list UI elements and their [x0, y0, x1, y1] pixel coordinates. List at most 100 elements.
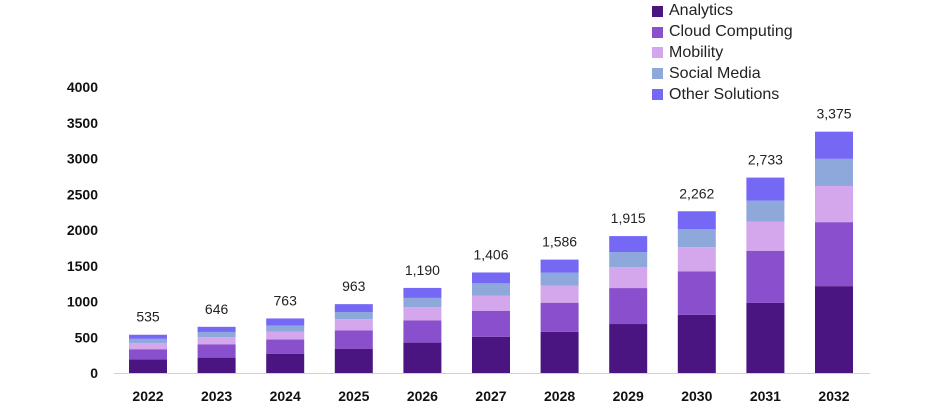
legend-label: Mobility — [669, 43, 724, 61]
bar-segment-cloud-computing — [815, 222, 853, 287]
bar-segment-mobility — [746, 221, 785, 251]
bar-segment-other-solutions — [197, 326, 236, 332]
total-data-label: 2,733 — [748, 152, 783, 168]
bar-segment-social-media — [266, 325, 305, 332]
bar-segment-other-solutions — [266, 318, 305, 326]
bar-segment-analytics — [472, 336, 510, 373]
legend-swatch-icon — [652, 5, 663, 17]
legend-swatch-icon — [652, 47, 663, 59]
y-tick-label: 500 — [75, 329, 99, 345]
bar-segment-analytics — [815, 286, 853, 373]
bar-segment-cloud-computing — [197, 344, 236, 358]
bar-segment-cloud-computing — [472, 310, 510, 337]
x-tick-label: 2032 — [818, 388, 849, 404]
bar-segment-analytics — [403, 342, 442, 373]
legend-item: Analytics — [652, 1, 793, 22]
total-data-label: 1,586 — [542, 234, 577, 250]
bar-segment-other-solutions — [334, 304, 373, 313]
total-data-label: 763 — [274, 292, 298, 308]
bar-segment-other-solutions — [609, 236, 648, 253]
bar-segment-mobility — [129, 342, 167, 350]
legend-swatch-icon — [652, 68, 663, 80]
y-tick-label: 1000 — [67, 294, 98, 310]
y-tick-label: 4000 — [67, 79, 98, 95]
legend: Analytics Cloud Computing Mobility Social M… — [652, 1, 793, 105]
legend-swatch-icon — [652, 26, 663, 38]
bar-segment-other-solutions — [746, 177, 785, 201]
bar-segment-social-media — [677, 229, 716, 248]
total-data-label: 646 — [205, 301, 229, 317]
y-tick-label: 3000 — [67, 151, 98, 167]
legend-item: Cloud Computing — [652, 22, 793, 43]
bar-segment-analytics — [266, 353, 305, 373]
bar-segment-cloud-computing — [746, 250, 785, 303]
bar-segment-social-media — [197, 331, 236, 338]
x-tick-label: 2030 — [681, 388, 712, 404]
x-tick-label: 2031 — [750, 388, 781, 404]
legend-item: Mobility — [652, 43, 793, 64]
bar-segment-social-media — [540, 272, 579, 286]
bar-segment-social-media — [334, 312, 373, 320]
bar-segment-mobility — [472, 295, 510, 311]
legend-swatch-icon — [652, 89, 663, 101]
legend-item: Other Solutions — [652, 84, 793, 105]
y-tick-label: 1500 — [67, 258, 98, 274]
bar-segment-analytics — [334, 348, 373, 373]
bar-segment-analytics — [677, 314, 716, 373]
bar-segment-other-solutions — [403, 287, 442, 298]
x-tick-label: 2027 — [475, 388, 506, 404]
x-tick-label: 2025 — [338, 388, 369, 404]
y-tick-label: 2000 — [67, 222, 98, 238]
bar-segment-mobility — [677, 247, 716, 272]
total-data-label: 535 — [136, 309, 160, 325]
x-tick-label: 2024 — [270, 388, 301, 404]
bar-segment-cloud-computing — [540, 302, 579, 332]
bar-segment-analytics — [609, 324, 648, 373]
x-tick-label: 2028 — [544, 388, 575, 404]
bar-segment-analytics — [129, 359, 167, 373]
total-data-label: 1,915 — [611, 210, 646, 226]
total-data-label: 3,375 — [816, 106, 851, 122]
bar-segment-mobility — [403, 307, 442, 321]
bar-segment-mobility — [815, 186, 853, 223]
x-tick-label: 2023 — [201, 388, 232, 404]
bar-segment-mobility — [609, 267, 648, 289]
legend-label: Social Media — [669, 64, 761, 82]
bar-segment-cloud-computing — [609, 288, 648, 325]
bar-segment-analytics — [746, 302, 785, 373]
bar-segment-analytics — [197, 357, 236, 373]
total-data-label: 963 — [342, 278, 366, 294]
y-tick-label: 0 — [90, 365, 98, 381]
total-data-label: 2,262 — [679, 185, 714, 201]
legend-label: Cloud Computing — [669, 23, 793, 41]
bar-segment-cloud-computing — [403, 320, 442, 343]
bar-segment-mobility — [334, 319, 373, 331]
x-tick-label: 2026 — [407, 388, 438, 404]
total-data-label: 1,406 — [473, 246, 508, 262]
bar-segment-other-solutions — [129, 334, 167, 339]
bar-segment-cloud-computing — [677, 271, 716, 315]
legend-label: Analytics — [669, 2, 734, 20]
bar-segment-mobility — [540, 285, 579, 303]
bar-segment-social-media — [472, 283, 510, 296]
bar-segment-social-media — [746, 200, 785, 222]
bar-segment-mobility — [266, 331, 305, 340]
y-tick-label: 3500 — [67, 115, 98, 131]
bar-segment-other-solutions — [472, 272, 510, 284]
bar-segment-social-media — [815, 158, 853, 187]
bar-segment-other-solutions — [540, 259, 579, 273]
bar-segment-cloud-computing — [129, 349, 167, 360]
x-tick-label: 2022 — [132, 388, 163, 404]
bar-segment-other-solutions — [677, 211, 716, 230]
bar-segment-cloud-computing — [334, 330, 373, 349]
total-data-label: 1,190 — [405, 262, 440, 278]
bar-segment-social-media — [609, 252, 648, 268]
bar-segment-social-media — [403, 297, 442, 308]
y-tick-label: 2500 — [67, 186, 98, 202]
bar-segment-analytics — [540, 331, 579, 373]
bar-segment-social-media — [129, 338, 167, 343]
bar-segment-other-solutions — [815, 131, 853, 159]
bar-segment-cloud-computing — [266, 339, 305, 354]
legend-label: Other Solutions — [669, 85, 780, 103]
